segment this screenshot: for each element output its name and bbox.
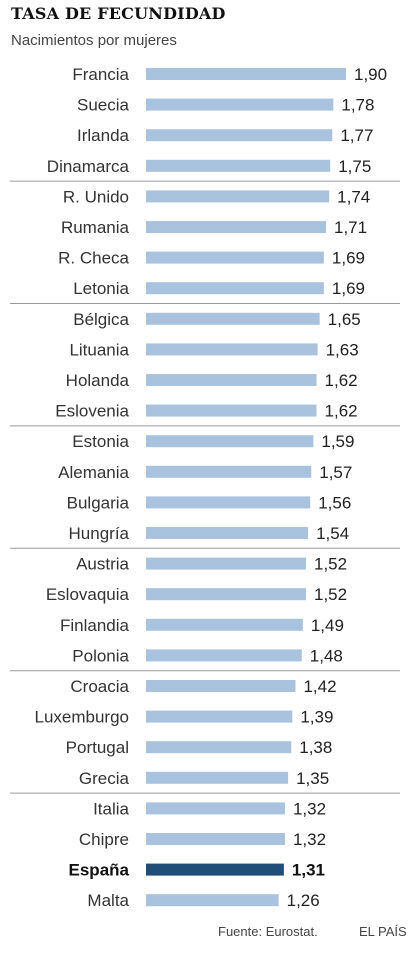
value-label-eslovenia: 1,62 — [325, 402, 358, 421]
category-label-croacia: Croacia — [70, 677, 129, 696]
value-label-eslovaquia: 1,52 — [314, 585, 347, 604]
category-label-finlandia: Finlandia — [60, 616, 130, 635]
bar-grecia — [146, 771, 289, 784]
value-label-polonia: 1,48 — [310, 646, 343, 665]
bar-eslovaquia — [146, 588, 306, 601]
value-label-irlanda: 1,77 — [340, 126, 373, 145]
bar-suecia — [146, 98, 334, 111]
value-label-malta: 1,26 — [287, 891, 320, 910]
value-label-chipre: 1,32 — [293, 830, 326, 849]
category-label-grecia: Grecia — [79, 769, 130, 788]
category-label-hungria: Hungría — [69, 524, 130, 543]
category-label-dinamarca: Dinamarca — [47, 157, 130, 176]
category-label-alemania: Alemania — [58, 463, 129, 482]
category-label-polonia: Polonia — [72, 646, 129, 665]
bar-lituania — [146, 343, 318, 356]
bar-eslovenia — [146, 404, 317, 417]
category-label-italia: Italia — [93, 799, 129, 818]
value-label-italia: 1,32 — [293, 799, 326, 818]
category-label-eslovenia: Eslovenia — [55, 402, 129, 421]
category-label-belgica: Bélgica — [73, 310, 129, 329]
bar-belgica — [146, 312, 320, 325]
category-label-suecia: Suecia — [77, 96, 130, 115]
bar-alemania — [146, 465, 312, 478]
category-label-luxemburgo: Luxemburgo — [34, 708, 129, 727]
value-label-grecia: 1,35 — [296, 769, 329, 788]
value-label-letonia: 1,69 — [332, 279, 365, 298]
bar-francia — [146, 68, 346, 80]
brand-label: EL PAÍS — [359, 924, 407, 939]
value-label-alemania: 1,57 — [319, 463, 352, 482]
value-label-r-unido: 1,74 — [337, 187, 370, 206]
value-label-portugal: 1,38 — [299, 738, 332, 757]
value-label-luxemburgo: 1,39 — [300, 708, 333, 727]
category-label-malta: Malta — [87, 891, 129, 910]
value-label-francia: 1,90 — [354, 65, 387, 84]
bar-r-checa — [146, 251, 324, 264]
bar-chipre — [146, 833, 285, 845]
bar-finlandia — [146, 618, 303, 631]
value-label-bulgaria: 1,56 — [318, 493, 351, 512]
category-label-r-checa: R. Checa — [58, 249, 129, 268]
bar-malta — [146, 894, 279, 907]
category-label-espana: España — [69, 861, 130, 880]
category-label-chipre: Chipre — [79, 830, 129, 849]
value-label-dinamarca: 1,75 — [338, 157, 371, 176]
bar-dinamarca — [146, 159, 331, 172]
value-label-rumania: 1,71 — [334, 218, 367, 237]
bar-irlanda — [146, 129, 333, 142]
value-label-holanda: 1,62 — [325, 371, 358, 390]
value-label-finlandia: 1,49 — [311, 616, 344, 635]
chart-subtitle: Nacimientos por mujeres — [11, 32, 177, 49]
bar-luxemburgo — [146, 710, 293, 723]
source-note: Fuente: Eurostat. — [218, 924, 318, 939]
bar-polonia — [146, 649, 302, 662]
category-label-letonia: Letonia — [73, 279, 129, 298]
value-label-r-checa: 1,69 — [332, 249, 365, 268]
category-label-eslovaquia: Eslovaquia — [46, 585, 130, 604]
bar-letonia — [146, 282, 324, 295]
value-label-belgica: 1,65 — [328, 310, 361, 329]
bar-espana — [146, 863, 284, 876]
category-label-austria: Austria — [76, 555, 129, 574]
bar-portugal — [146, 741, 292, 754]
category-label-bulgaria: Bulgaria — [67, 493, 130, 512]
category-label-lituania: Lituania — [69, 340, 129, 359]
value-label-hungria: 1,54 — [316, 524, 349, 543]
bar-r-unido — [146, 190, 330, 203]
bar-austria — [146, 557, 306, 570]
category-label-rumania: Rumania — [61, 218, 130, 237]
value-label-lituania: 1,63 — [326, 340, 359, 359]
bar-estonia — [146, 435, 314, 448]
category-label-irlanda: Irlanda — [77, 126, 130, 145]
bar-bulgaria — [146, 496, 311, 509]
value-label-austria: 1,52 — [314, 555, 347, 574]
bar-hungria — [146, 527, 309, 539]
bar-holanda — [146, 374, 317, 386]
bar-italia — [146, 802, 285, 815]
value-label-suecia: 1,78 — [341, 96, 374, 115]
category-label-holanda: Holanda — [66, 371, 130, 390]
chart-title: TASA DE FECUNDIDAD — [11, 4, 226, 23]
value-label-espana: 1,31 — [292, 861, 325, 880]
category-label-portugal: Portugal — [66, 738, 129, 757]
value-label-croacia: 1,42 — [303, 677, 336, 696]
bar-croacia — [146, 680, 296, 692]
value-label-estonia: 1,59 — [321, 432, 354, 451]
category-label-estonia: Estonia — [72, 432, 129, 451]
category-label-r-unido: R. Unido — [63, 187, 129, 206]
category-label-francia: Francia — [72, 65, 129, 84]
bar-rumania — [146, 221, 326, 233]
